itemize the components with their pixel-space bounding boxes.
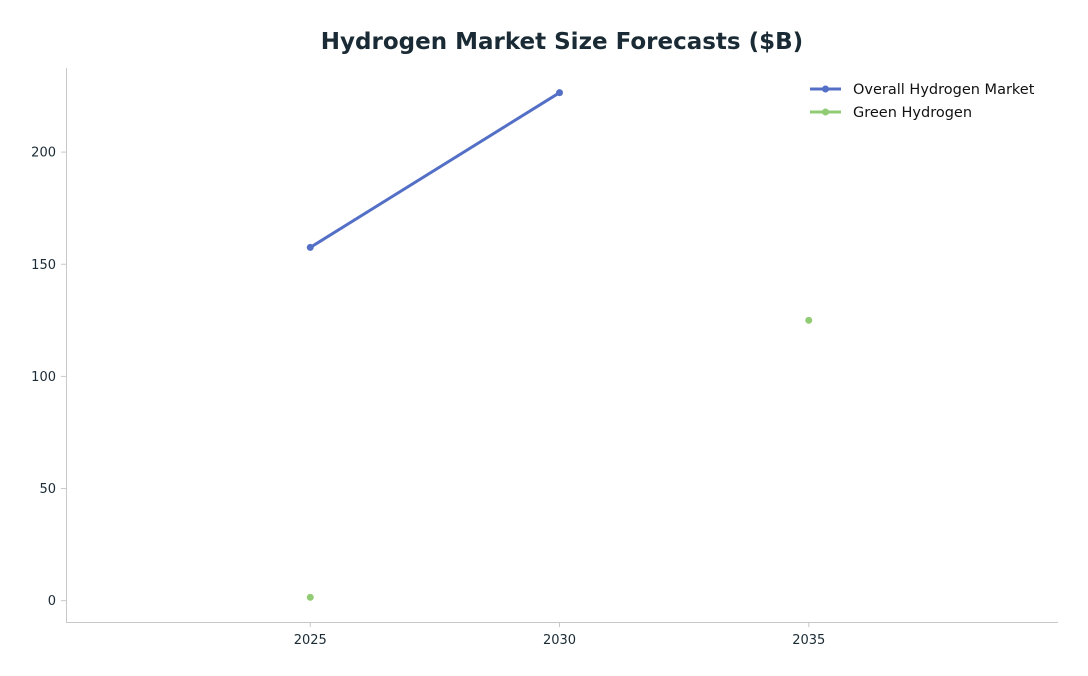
y-tick-label: 200: [31, 146, 56, 161]
series-layer: [306, 89, 813, 601]
x-ticks: 2025 2030 2035: [294, 622, 825, 648]
legend-label-overall-hydrogen-market: Overall Hydrogen Market: [853, 82, 1035, 98]
x-tick-label: 2030: [543, 633, 576, 648]
overall-hydrogen-market-point: [556, 89, 564, 97]
y-tick-label: 50: [39, 482, 56, 497]
legend: Overall Hydrogen Market Green Hydrogen: [810, 82, 1035, 121]
legend-label-green-hydrogen: Green Hydrogen: [853, 105, 972, 121]
overall-hydrogen-market-point: [306, 243, 314, 251]
axes: [66, 68, 1058, 623]
y-tick-label: 150: [31, 258, 56, 273]
overall-hydrogen-market-line: [308, 91, 562, 249]
y-tick-label: 0: [48, 594, 56, 609]
legend-marker-green-hydrogen: [822, 108, 829, 116]
chart-title: Hydrogen Market Size Forecasts ($B): [321, 29, 803, 55]
x-tick-label: 2035: [792, 633, 825, 648]
y-ticks: 0 50 100 150 200: [31, 146, 66, 609]
green-hydrogen-point: [805, 316, 813, 324]
legend-marker-overall-hydrogen-market: [822, 85, 829, 93]
green-hydrogen-point: [306, 593, 314, 601]
y-tick-label: 100: [31, 370, 56, 385]
x-tick-label: 2025: [294, 633, 327, 648]
